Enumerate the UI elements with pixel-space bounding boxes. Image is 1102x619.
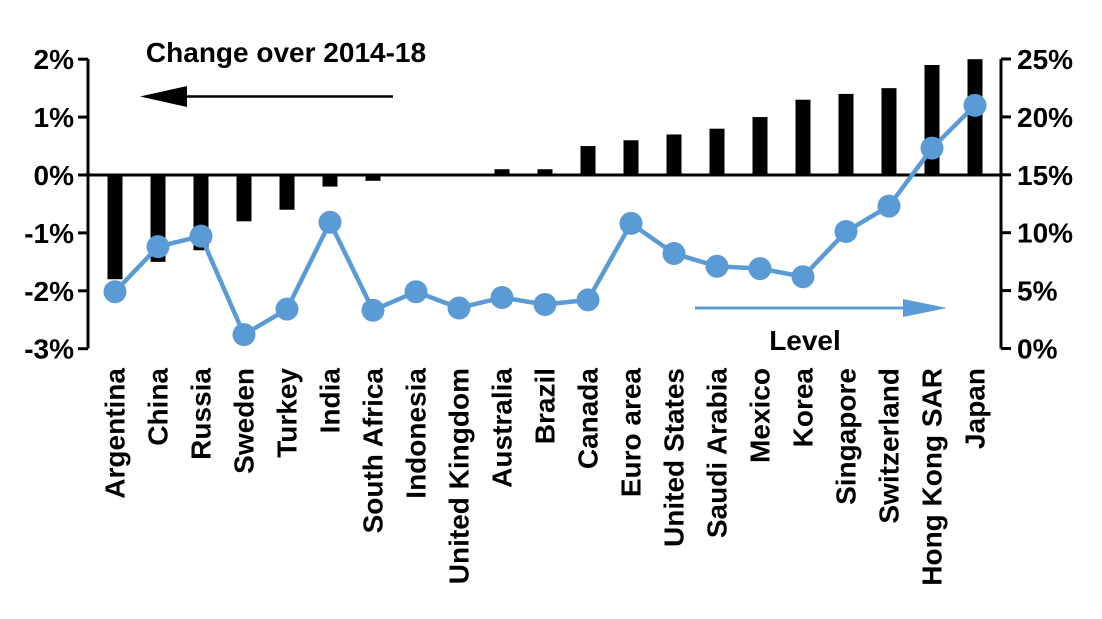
category-label-argentina: Argentina xyxy=(100,368,131,499)
marker-south-africa xyxy=(361,298,385,322)
line-series-label: Level xyxy=(769,325,841,356)
marker-japan xyxy=(963,93,987,117)
category-label-south-africa: South Africa xyxy=(358,368,389,534)
marker-singapore xyxy=(834,220,858,244)
right-axis-tick-label: 0% xyxy=(1017,334,1058,365)
bar-series xyxy=(107,59,983,280)
category-label-russia: Russia xyxy=(186,368,217,460)
right-axis-tick-label: 10% xyxy=(1017,218,1073,249)
left-axis-tick-label: -1% xyxy=(24,218,74,249)
marker-saudi-arabia xyxy=(705,254,729,278)
left-axis-tick-label: 0% xyxy=(34,160,75,191)
category-label-canada: Canada xyxy=(573,368,604,470)
category-label-switzerland: Switzerland xyxy=(874,368,905,524)
category-label-saudi-arabia: Saudi Arabia xyxy=(702,368,733,539)
bar-sweden xyxy=(236,175,252,222)
bar-united-states xyxy=(666,134,682,175)
line-markers xyxy=(103,93,987,347)
right-axis-tick-label: 5% xyxy=(1017,276,1058,307)
marker-argentina xyxy=(103,280,127,304)
bar-canada xyxy=(580,146,596,175)
right-arrow-icon xyxy=(695,299,947,317)
category-label-australia: Australia xyxy=(487,368,518,488)
bar-series-label: Change over 2014-18 xyxy=(146,37,426,68)
category-label-united-kingdom: United Kingdom xyxy=(444,368,475,584)
category-label-sweden: Sweden xyxy=(229,368,260,474)
category-label-euro-area: Euro area xyxy=(616,368,647,498)
left-axis-tick-label: 1% xyxy=(34,102,75,133)
marker-indonesia xyxy=(404,280,428,304)
marker-brazil xyxy=(533,292,557,316)
right-axis-tick-label: 20% xyxy=(1017,102,1073,133)
category-label-india: India xyxy=(315,368,346,434)
category-label-hong-kong-sar: Hong Kong SAR xyxy=(917,368,948,586)
category-label-turkey: Turkey xyxy=(272,368,303,458)
left-arrow-icon xyxy=(140,86,393,107)
marker-korea xyxy=(791,265,815,289)
marker-united-kingdom xyxy=(447,296,471,320)
marker-united-states xyxy=(662,242,686,266)
bar-japan xyxy=(967,59,983,176)
left-axis-tick-label: 2% xyxy=(34,44,75,75)
category-label-brazil: Brazil xyxy=(530,368,561,444)
marker-switzerland xyxy=(877,194,901,218)
left-axis-tick-label: -3% xyxy=(24,334,74,365)
category-label-mexico: Mexico xyxy=(745,368,776,463)
bar-argentina xyxy=(107,175,123,280)
category-label-korea: Korea xyxy=(788,368,819,448)
bar-brazil xyxy=(537,169,553,175)
marker-india xyxy=(318,210,342,234)
bar-singapore xyxy=(838,93,854,175)
category-label-indonesia: Indonesia xyxy=(401,368,432,499)
bar-australia xyxy=(494,169,510,175)
bar-euro-area xyxy=(623,140,639,175)
bar-south-africa xyxy=(365,175,381,181)
bar-saudi-arabia xyxy=(709,128,725,175)
marker-russia xyxy=(189,224,213,248)
marker-hong-kong-sar xyxy=(920,136,944,160)
marker-mexico xyxy=(748,257,772,281)
bar-india xyxy=(322,175,338,187)
category-label-china: China xyxy=(143,368,174,446)
category-label-japan: Japan xyxy=(960,368,991,449)
bar-switzerland xyxy=(881,88,897,175)
bar-korea xyxy=(795,99,811,175)
marker-sweden xyxy=(232,323,256,347)
marker-euro-area xyxy=(619,211,643,235)
category-label-united-states: United States xyxy=(659,368,690,547)
bar-mexico xyxy=(752,117,768,175)
bar-turkey xyxy=(279,175,295,210)
category-label-singapore: Singapore xyxy=(831,368,862,505)
right-axis-tick-label: 15% xyxy=(1017,160,1073,191)
marker-canada xyxy=(576,288,600,312)
right-axis-tick-label: 25% xyxy=(1017,44,1073,75)
marker-australia xyxy=(490,286,514,310)
left-axis-tick-label: -2% xyxy=(24,276,74,307)
marker-turkey xyxy=(275,297,299,321)
marker-china xyxy=(146,235,170,259)
category-axis-labels: Argentina China Russia Sweden Turkey India Sou… xyxy=(100,368,991,586)
